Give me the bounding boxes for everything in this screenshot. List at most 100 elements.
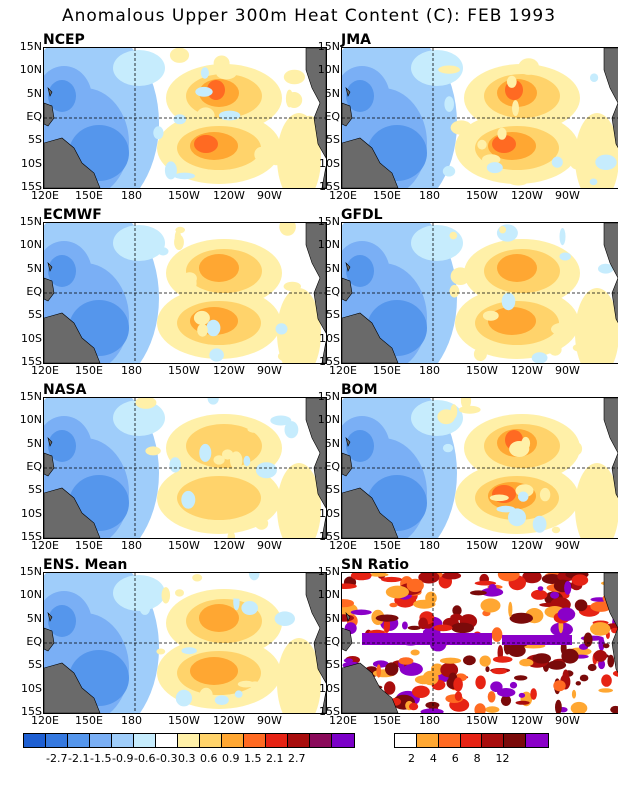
lat-label: 10S xyxy=(319,156,340,170)
lon-label: 150E xyxy=(75,714,103,727)
colorbar-label: 0.3 xyxy=(178,752,196,765)
lat-label: EQ xyxy=(26,460,42,473)
map-sn xyxy=(341,572,618,714)
colorbar-swatch xyxy=(504,734,527,747)
colorbar-swatch xyxy=(112,734,134,747)
lat-label: 15N xyxy=(19,565,42,578)
lon-label: 150W xyxy=(168,714,200,727)
lat-label: 5N xyxy=(324,86,340,100)
lon-label: 150W xyxy=(466,539,498,552)
map-ens xyxy=(43,572,327,714)
colorbar-label: -2.1 xyxy=(68,752,90,765)
lon-label: 150E xyxy=(75,189,103,202)
lon-label: 90W xyxy=(555,714,580,727)
map-panel-sn: SN Ratio 15N 10N 5N EQ 5S 10S 15S 120E 150E 180 15… xyxy=(313,557,618,727)
lat-label: 10N xyxy=(19,588,42,602)
lat-label: 5N xyxy=(26,436,42,450)
lon-label: 120E xyxy=(31,364,59,377)
lat-label: 5N xyxy=(324,611,340,625)
lat-label: 15N xyxy=(317,40,340,53)
map-panel-bom: BOM 15N 10N 5N EQ 5S 10S 15S 120E 150E 180 150W 120… xyxy=(313,382,618,552)
lat-label: 5N xyxy=(26,261,42,275)
lat-label: 15S xyxy=(21,705,42,718)
lat-label: 10N xyxy=(317,63,340,77)
colorbar-label: 0.6 xyxy=(200,752,218,765)
colorbar-swatch xyxy=(526,734,548,747)
lon-label: 150E xyxy=(373,539,401,552)
colorbar-label: 2.7 xyxy=(288,752,306,765)
lon-label: 180 xyxy=(121,539,142,552)
lat-label: 5S xyxy=(326,133,340,147)
colorbar-label: 0.9 xyxy=(222,752,240,765)
colorbar-label: 1.5 xyxy=(244,752,262,765)
map-panel-nasa: NASA 15N 10N 5N EQ 5S 10S 15S 120E 150E 180 150W 12… xyxy=(15,382,327,552)
lat-label: 10S xyxy=(319,506,340,520)
lat-label: 15N xyxy=(317,215,340,228)
lat-label: EQ xyxy=(26,285,42,298)
colorbar-swatch xyxy=(332,734,354,747)
lon-label: 90W xyxy=(257,539,282,552)
lon-label: 90W xyxy=(555,189,580,202)
lon-label: 90W xyxy=(257,714,282,727)
colorbar-swatch xyxy=(416,734,439,747)
lat-label: 5N xyxy=(26,86,42,100)
lat-label: 5S xyxy=(326,658,340,672)
lat-label: 15N xyxy=(19,40,42,53)
map-ecmwf xyxy=(43,222,327,364)
lat-label: 15S xyxy=(21,180,42,193)
lat-label: EQ xyxy=(26,110,42,123)
lon-label: 150W xyxy=(168,189,200,202)
map-ncep xyxy=(43,47,327,189)
map-jma xyxy=(341,47,618,189)
panel-title-ecmwf: ECMWF xyxy=(43,207,102,223)
lon-label: 150W xyxy=(168,539,200,552)
lat-label: 5S xyxy=(28,133,42,147)
lon-label: 120E xyxy=(31,714,59,727)
lat-label: 5S xyxy=(28,483,42,497)
colorbar-swatch xyxy=(482,734,505,747)
lon-label: 150E xyxy=(75,364,103,377)
lat-label: 15N xyxy=(19,215,42,228)
lat-label: 10S xyxy=(21,156,42,170)
lon-label: 180 xyxy=(419,714,440,727)
colorbar-label: -0.9 xyxy=(112,752,134,765)
colorbar-swatch xyxy=(395,734,417,747)
colorbar-swatch xyxy=(46,734,68,747)
lon-label: 120E xyxy=(329,189,357,202)
lon-label: 90W xyxy=(555,364,580,377)
panel-title-bom: BOM xyxy=(341,382,378,398)
colorbar-label: -2.7 xyxy=(46,752,68,765)
map-nasa xyxy=(43,397,327,539)
lon-label: 120W xyxy=(213,714,245,727)
lat-label: 15N xyxy=(317,390,340,403)
lon-label: 180 xyxy=(121,364,142,377)
colorbar-swatch xyxy=(134,734,156,747)
colorbar-label: 6 xyxy=(451,752,459,765)
lon-label: 90W xyxy=(555,539,580,552)
colorbar-swatch xyxy=(438,734,461,747)
colorbar-label: 8 xyxy=(473,752,481,765)
lat-label: 10N xyxy=(19,238,42,252)
map-panel-gfdl: GFDL 15N 10N 5N EQ 5S 10S 15S 120E 150E 180 150W 12… xyxy=(313,207,618,377)
lon-label: 120W xyxy=(213,189,245,202)
lat-label: 10N xyxy=(19,63,42,77)
lon-label: 120E xyxy=(31,189,59,202)
page-title: Anomalous Upper 300m Heat Content (C): F… xyxy=(61,6,557,26)
lon-label: 180 xyxy=(419,364,440,377)
lat-label: 10N xyxy=(317,413,340,427)
lat-label: EQ xyxy=(324,110,340,123)
colorbar-label: -1.5 xyxy=(90,752,112,765)
lon-label: 150E xyxy=(75,539,103,552)
lon-label: 180 xyxy=(419,539,440,552)
lat-label: 5S xyxy=(28,658,42,672)
panel-title-nasa: NASA xyxy=(43,382,87,398)
lon-label: 120E xyxy=(31,539,59,552)
map-panel-jma: JMA 15N 10N 5N EQ 5S 10S 15S 120E 150E 180 150W 120… xyxy=(313,32,618,202)
lat-label: EQ xyxy=(324,460,340,473)
lon-label: 120E xyxy=(329,539,357,552)
map-panel-ecmwf: ECMWF 15N 10N 5N EQ 5S 10S 15S 120E 150E 180 150W 1… xyxy=(15,207,327,377)
lat-label: 5N xyxy=(324,261,340,275)
lon-label: 120W xyxy=(511,714,543,727)
lon-label: 150E xyxy=(373,364,401,377)
lon-label: 180 xyxy=(121,189,142,202)
